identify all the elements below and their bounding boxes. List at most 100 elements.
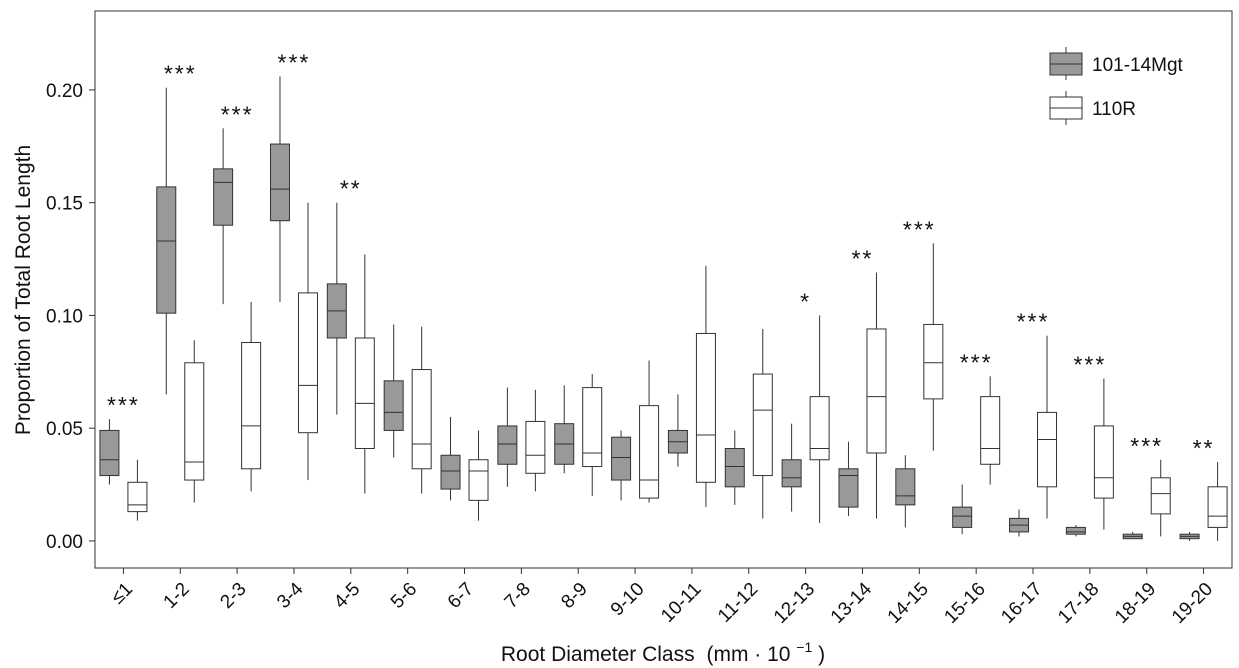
y-tick-label-2: 0.10 — [46, 306, 83, 327]
significance-19-20: ** — [1193, 435, 1215, 461]
x-tick-label-8: 8-9 — [557, 579, 591, 613]
box-iqr — [838, 468, 859, 508]
box-101-14mgt-11-12 — [724, 430, 745, 505]
box-110r-≤1 — [127, 459, 148, 521]
significance-≤1: *** — [107, 392, 140, 418]
box-iqr — [1037, 411, 1058, 488]
x-tick-label-3: 3-4 — [273, 578, 308, 613]
x-tick-label-0: ≤1 — [107, 579, 137, 609]
x-axis-title-unit-close: ) — [818, 643, 825, 666]
box-iqr — [611, 436, 632, 481]
box-110r-9-10 — [639, 360, 660, 503]
box-101-14mgt-5-6 — [383, 324, 404, 458]
significance-15-16: *** — [960, 349, 993, 375]
x-tick-label-9: 9-10 — [607, 579, 649, 621]
significance-16-17: *** — [1017, 309, 1050, 335]
legend-item-101-14mgt: 101-14Mgt — [1049, 47, 1184, 80]
significance-markers: ******************************** ** — [107, 49, 1215, 461]
significance-14-15: *** — [903, 216, 936, 242]
box-101-14mgt-15-16 — [952, 484, 973, 535]
box-iqr — [724, 447, 745, 488]
box-110r-4-5 — [354, 254, 375, 494]
x-tick-label-18: 18-19 — [1111, 579, 1160, 628]
x-tick-label-14: 14-15 — [884, 579, 933, 628]
box-iqr — [582, 387, 603, 468]
box-iqr — [184, 362, 205, 481]
box-110r-11-12 — [752, 328, 773, 519]
box-101-14mgt-6-7 — [440, 416, 461, 501]
box-iqr — [127, 481, 148, 513]
x-tick-label-7: 7-8 — [501, 579, 535, 613]
box-101-14mgt-3-4 — [269, 76, 290, 302]
box-110r-19-20 — [1207, 462, 1228, 541]
box-iqr — [354, 337, 375, 449]
significance-4-5: ** — [340, 176, 362, 202]
box-110r-15-16 — [980, 376, 1001, 485]
x-axis-title-main: Root Diameter Class — [501, 643, 695, 666]
box-110r-1-2 — [184, 340, 205, 503]
box-101-14mgt-2-3 — [213, 128, 234, 305]
x-tick-label-10: 10-11 — [657, 579, 705, 627]
significance-18-19: *** — [1130, 433, 1163, 459]
x-tick-label-2: 2-3 — [216, 579, 250, 613]
x-tick-label-19: 19-20 — [1168, 579, 1217, 628]
box-101-14mgt-≤1 — [99, 419, 120, 485]
significance-13-14: ** — [852, 246, 874, 272]
box-101-14mgt-9-10 — [611, 430, 632, 501]
x-axis: ≤1 1-2 2-3 3-4 4-5 5-6 6-7 7-8 8-9 9-10 10-11 11-12… — [107, 568, 1217, 628]
series-101-14mgt — [99, 76, 1200, 541]
legend: 101-14Mgt 110R — [1049, 47, 1184, 125]
x-tick-label-16: 16-17 — [997, 579, 1046, 628]
box-iqr — [1207, 486, 1228, 528]
x-tick-label-6: 6-7 — [444, 579, 478, 613]
y-tick-label-1: 0.05 — [46, 419, 83, 440]
box-iqr — [411, 369, 432, 470]
significance-3-4: *** — [278, 49, 311, 75]
box-iqr — [952, 506, 973, 528]
box-110r-10-11 — [695, 265, 716, 508]
box-101-14mgt-19-20 — [1179, 531, 1200, 541]
box-iqr — [213, 168, 234, 226]
box-series — [99, 76, 1228, 541]
box-101-14mgt-16-17 — [1009, 509, 1030, 537]
box-iqr — [1150, 477, 1171, 515]
box-iqr — [99, 429, 120, 477]
box-101-14mgt-14-15 — [895, 455, 916, 528]
box-101-14mgt-1-2 — [156, 87, 177, 395]
x-tick-label-11: 11-12 — [714, 579, 762, 627]
x-tick-label-15: 15-16 — [940, 579, 989, 628]
box-iqr — [781, 459, 802, 488]
box-110r-8-9 — [582, 374, 603, 496]
x-tick-label-5: 5-6 — [387, 579, 421, 613]
box-iqr — [241, 341, 262, 470]
box-iqr — [752, 373, 773, 477]
box-iqr — [639, 405, 660, 499]
box-101-14mgt-18-19 — [1122, 531, 1143, 540]
box-101-14mgt-7-8 — [497, 387, 518, 487]
x-axis-title-unit-exp: −1 — [796, 639, 812, 655]
box-110r-16-17 — [1037, 335, 1058, 519]
plot-frame — [94, 10, 1233, 569]
box-iqr — [923, 323, 944, 400]
box-iqr — [297, 292, 318, 434]
box-110r-5-6 — [411, 326, 432, 494]
box-iqr — [1065, 526, 1086, 535]
box-iqr — [269, 143, 290, 222]
box-101-14mgt-17-18 — [1065, 525, 1086, 537]
box-101-14mgt-10-11 — [667, 394, 688, 467]
x-axis-title-unit: (mm · 10 — [706, 643, 790, 666]
significance-12-13: * — [800, 288, 811, 314]
y-tick-label-3: 0.15 — [46, 194, 83, 215]
box-110r-2-3 — [241, 301, 262, 492]
box-iqr — [497, 425, 518, 465]
box-110r-17-18 — [1093, 378, 1114, 530]
significance-1-2: *** — [164, 61, 197, 87]
legend-item-110r: 110R — [1049, 91, 1136, 125]
y-tick-label-0: 0.00 — [46, 532, 83, 553]
x-tick-label-13: 13-14 — [827, 578, 877, 628]
box-110r-13-14 — [866, 272, 887, 519]
box-iqr — [866, 328, 887, 454]
box-110r-6-7 — [468, 430, 489, 521]
box-110r-3-4 — [297, 202, 318, 481]
